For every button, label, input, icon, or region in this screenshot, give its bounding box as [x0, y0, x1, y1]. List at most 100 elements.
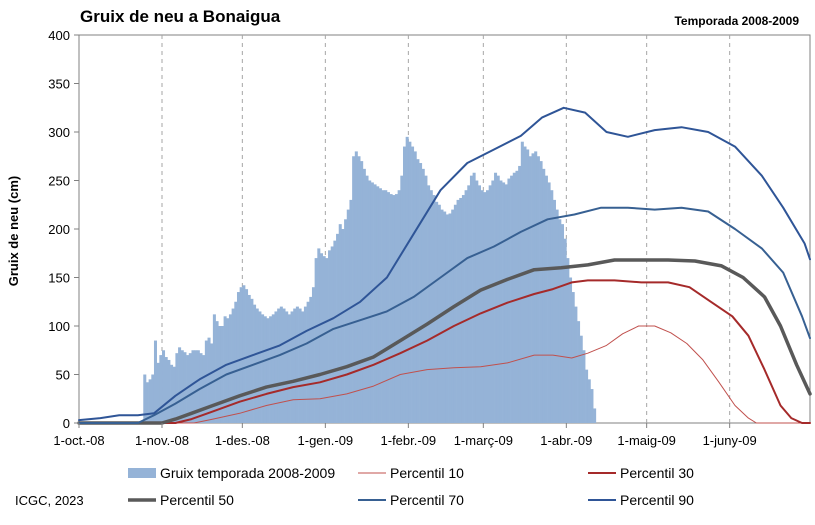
- snow-depth-bar: [461, 195, 465, 423]
- snow-depth-bar: [279, 306, 283, 423]
- snow-depth-bar: [400, 175, 404, 423]
- snow-depth-bar: [475, 180, 479, 423]
- percentile-line-5: [78, 106, 811, 422]
- snow-depth-bar: [579, 335, 583, 423]
- snow-depth-bar: [512, 172, 516, 423]
- snow-depth-bar: [228, 314, 232, 423]
- snow-depth-bar: [215, 321, 219, 423]
- snow-depth-bar: [477, 185, 481, 423]
- x-tick-label: 1-febr.-09: [381, 433, 437, 448]
- snow-depth-bar: [287, 314, 291, 423]
- snow-depth-bar: [448, 213, 452, 423]
- snow-depth-bar: [469, 175, 473, 423]
- snow-depth-bar: [459, 197, 463, 423]
- snow-depth-bar: [587, 379, 591, 423]
- snow-depth-bar: [247, 294, 251, 423]
- x-axis-ticks: 1-oct.-08 1-nov.-08 1-des.-08 1-gen.-09 1-fe…: [53, 423, 757, 448]
- percentile-line-4: [78, 206, 811, 424]
- snow-depth-bar: [271, 314, 275, 423]
- snow-depth-bar: [330, 246, 334, 423]
- snow-depth-bar: [231, 308, 235, 423]
- snow-depth-bar: [523, 146, 527, 424]
- snow-depth-bar: [183, 352, 187, 423]
- snow-depth-bar: [207, 337, 211, 423]
- legend-item: Percentil 90: [588, 492, 694, 508]
- legend-label: Gruix temporada 2008-2009: [160, 465, 335, 481]
- snow-depth-bar: [488, 185, 492, 423]
- snow-depth-bar: [167, 359, 171, 423]
- snow-depth-bar: [550, 190, 554, 423]
- source-credit: ICGC, 2023: [15, 493, 84, 508]
- snow-depth-bar: [542, 168, 546, 423]
- snow-depth-bar: [180, 350, 184, 423]
- snow-depth-bar: [354, 151, 358, 423]
- snow-depth-bar: [421, 168, 425, 423]
- snow-depth-bar: [311, 287, 315, 423]
- snow-depth-bar: [357, 156, 361, 423]
- snow-depth-bar: [445, 214, 449, 423]
- y-tick-label: 0: [63, 416, 70, 431]
- snow-depth-bar: [204, 340, 208, 423]
- snow-depth-bar: [397, 190, 401, 423]
- snow-depth-bar: [528, 156, 532, 423]
- snow-depth-bar: [392, 195, 396, 423]
- snow-depth-bar: [170, 364, 174, 423]
- chart-subtitle: Temporada 2008-2009: [674, 14, 799, 28]
- snow-depth-bar: [293, 308, 297, 423]
- snow-depth-bar: [526, 149, 530, 423]
- snow-depth-bar: [590, 389, 594, 423]
- snow-depth-bar: [250, 298, 254, 423]
- y-tick-label: 150: [48, 271, 70, 286]
- snow-depth-bar: [483, 192, 487, 423]
- snow-depth-bar: [518, 165, 522, 423]
- snow-depth-bar: [236, 292, 241, 423]
- y-tick-label: 200: [48, 222, 70, 237]
- snow-depth-bar: [370, 182, 374, 423]
- snow-depth-bar: [212, 314, 216, 423]
- snow-depth-bar: [159, 355, 163, 423]
- snow-depth-bar: [301, 311, 305, 423]
- snow-depth-bar: [381, 190, 385, 423]
- snow-depth-bar: [328, 250, 332, 423]
- snow-depth-bar: [172, 366, 176, 423]
- y-tick-label: 300: [48, 125, 70, 140]
- snow-depth-bar: [560, 224, 565, 423]
- legend-label: Percentil 50: [160, 492, 234, 508]
- snow-depth-bar: [295, 306, 299, 423]
- percentile-line-2: [78, 279, 811, 424]
- snow-depth-bar: [552, 199, 556, 423]
- snow-depth-bar: [282, 308, 286, 423]
- snow-depth-bar: [352, 156, 356, 423]
- snow-depth-bar: [491, 180, 495, 423]
- snow-depth-bar: [148, 379, 152, 423]
- snow-depth-bar: [314, 258, 318, 423]
- snow-depth-bar: [346, 209, 350, 423]
- snow-depth-bar: [510, 175, 514, 423]
- snow-depth-bar: [290, 311, 294, 423]
- y-axis-label: Gruix de neu (cm): [6, 176, 21, 287]
- snow-depth-bar: [255, 308, 259, 423]
- y-tick-label: 250: [48, 174, 70, 189]
- x-tick-label: 1-oct.-08: [53, 433, 104, 448]
- snow-depth-bar: [218, 326, 222, 423]
- snow-depth-bar: [413, 151, 417, 423]
- snow-depth-bar: [427, 185, 431, 423]
- snow-depth-bar: [373, 184, 377, 423]
- snow-depth-bar: [202, 355, 206, 423]
- snow-depth-bar: [507, 178, 511, 423]
- snow-depth-bar: [432, 195, 436, 423]
- plot-area: 0 50 100 150 200 250 300 350 400 1-oct.-08 1-nov.…: [48, 28, 812, 448]
- snow-depth-bar: [429, 190, 433, 423]
- y-axis-ticks: 0 50 100 150 200 250 300 350 400: [48, 28, 79, 431]
- snow-depth-bar: [536, 156, 540, 423]
- snow-depth-bar: [472, 172, 476, 423]
- snow-depth-bar: [435, 201, 439, 423]
- snow-depth-bar: [349, 199, 353, 423]
- percentile-line-1: [78, 325, 811, 424]
- snow-depth-bar: [451, 209, 455, 423]
- snow-depth-bar: [547, 182, 551, 423]
- snow-depth-bar: [555, 209, 559, 423]
- snow-depth-bar: [188, 353, 192, 423]
- snow-depth-bar: [303, 306, 307, 423]
- snow-depth-bar: [443, 211, 447, 423]
